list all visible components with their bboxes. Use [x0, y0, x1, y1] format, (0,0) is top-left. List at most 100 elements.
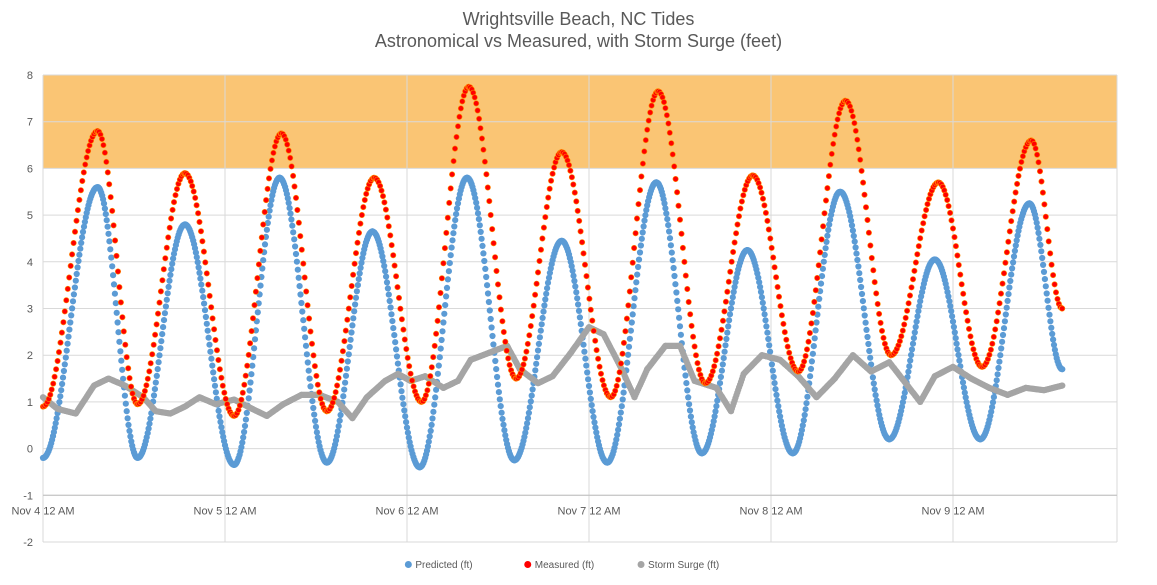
data-point	[475, 216, 482, 223]
data-point	[203, 320, 210, 327]
data-point	[79, 234, 86, 241]
data-point	[661, 200, 668, 207]
data-point	[264, 185, 271, 192]
data-point	[427, 427, 434, 434]
data-point	[345, 305, 352, 312]
data-point	[100, 200, 108, 207]
data-point	[245, 351, 252, 358]
data-point	[300, 317, 307, 324]
data-point	[1037, 168, 1044, 175]
data-point	[946, 298, 953, 305]
data-point	[525, 409, 533, 416]
data-point	[124, 415, 131, 422]
data-point	[638, 173, 645, 180]
data-point	[827, 216, 834, 223]
data-point	[200, 248, 207, 255]
data-point	[60, 319, 67, 326]
data-point	[667, 242, 675, 249]
data-point	[687, 413, 695, 420]
data-point	[381, 262, 388, 270]
data-point	[684, 285, 691, 292]
data-point	[297, 291, 304, 298]
data-point	[481, 158, 488, 165]
data-point	[335, 374, 342, 381]
data-point	[198, 281, 205, 288]
data-point	[317, 395, 324, 402]
data-point	[486, 307, 493, 314]
data-point	[399, 394, 406, 401]
y-tick-label: 5	[27, 210, 33, 222]
data-point	[85, 148, 92, 155]
data-point	[629, 259, 636, 266]
data-point	[447, 252, 454, 259]
data-point	[772, 386, 779, 393]
data-point	[500, 328, 507, 335]
data-point	[995, 309, 1002, 316]
data-point	[165, 234, 172, 241]
data-point	[302, 342, 310, 349]
data-point	[494, 281, 501, 288]
data-point	[147, 415, 154, 422]
data-point	[773, 391, 780, 398]
data-point	[307, 383, 314, 390]
data-point	[307, 328, 314, 335]
data-point	[106, 238, 113, 245]
data-point	[770, 373, 777, 381]
data-point	[1016, 165, 1023, 172]
data-point	[585, 376, 592, 383]
data-point	[239, 389, 246, 396]
data-point	[71, 284, 78, 291]
data-point	[906, 363, 913, 370]
data-point	[924, 201, 931, 208]
data-point	[390, 325, 397, 332]
data-point	[863, 326, 870, 333]
data-point	[125, 421, 132, 428]
data-point	[861, 191, 868, 198]
data-point	[812, 327, 819, 334]
data-point	[453, 134, 460, 141]
data-point	[618, 403, 625, 410]
data-point	[197, 275, 204, 282]
data-point	[614, 431, 621, 438]
data-point	[350, 315, 357, 322]
data-point	[852, 244, 859, 251]
data-point	[254, 309, 261, 316]
data-point	[817, 249, 824, 256]
data-point	[549, 170, 556, 177]
data-point	[202, 259, 209, 266]
data-point	[497, 306, 504, 313]
data-point	[144, 375, 151, 382]
data-point	[676, 323, 684, 330]
data-point	[635, 256, 643, 263]
data-point	[990, 394, 998, 401]
data-point	[126, 375, 133, 382]
data-point	[849, 227, 857, 234]
data-point	[248, 328, 255, 335]
data-point	[1003, 304, 1010, 311]
data-point	[864, 217, 871, 224]
data-point	[548, 177, 555, 184]
data-point	[615, 421, 623, 428]
data-point	[633, 279, 640, 286]
y-tick-label: -2	[23, 537, 33, 549]
data-point	[353, 288, 360, 295]
data-point	[850, 232, 857, 240]
data-point	[119, 366, 126, 373]
data-point	[117, 299, 124, 306]
data-point	[474, 107, 481, 114]
data-point	[332, 389, 339, 396]
data-point	[440, 319, 447, 326]
data-point	[424, 387, 431, 394]
data-point	[199, 287, 206, 294]
data-point	[215, 407, 222, 414]
data-point	[682, 372, 689, 379]
data-point	[120, 375, 127, 382]
data-point	[637, 242, 645, 249]
data-point	[573, 198, 580, 205]
data-point	[443, 293, 450, 300]
data-point	[577, 321, 584, 328]
data-point	[306, 375, 313, 382]
data-point	[485, 298, 492, 306]
data-point	[961, 300, 968, 307]
data-point	[1059, 305, 1066, 312]
